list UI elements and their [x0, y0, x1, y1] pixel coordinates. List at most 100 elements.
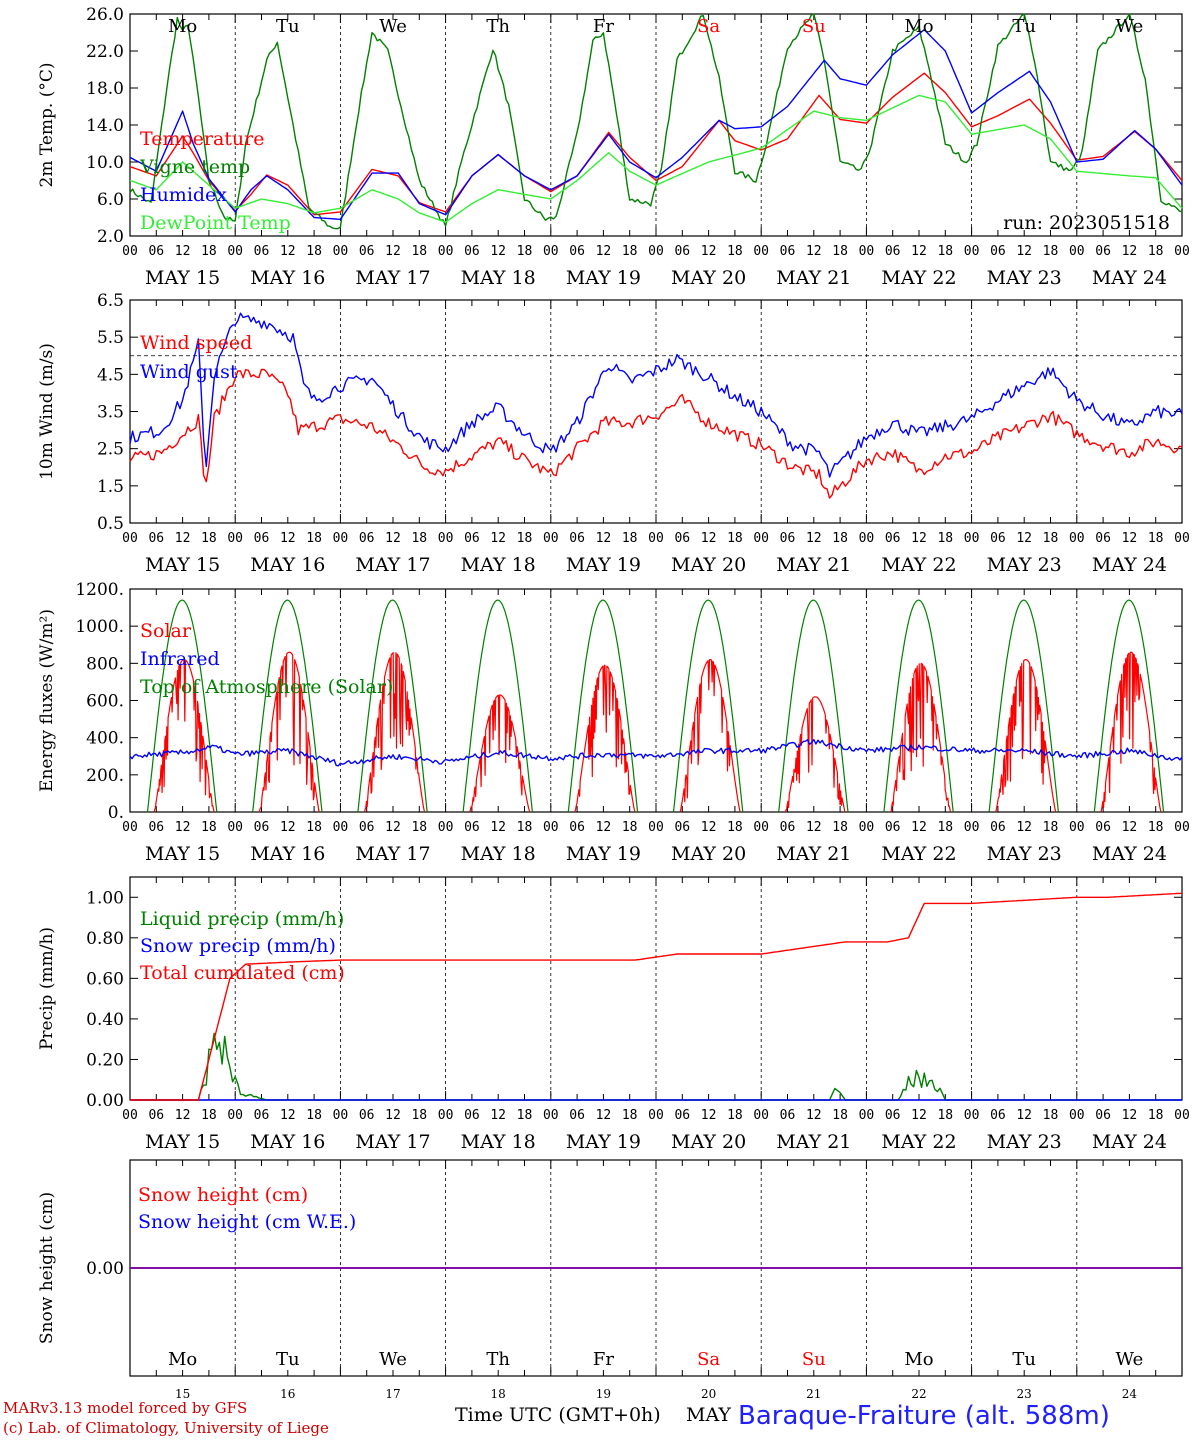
hour-label: 06: [1095, 820, 1111, 835]
hour-label: 00: [438, 820, 454, 835]
hour-label: 12: [490, 531, 506, 546]
series-line-infrared: [129, 738, 1183, 767]
date-label: MAY 23: [987, 1131, 1062, 1153]
series-line-solar-day: [1100, 651, 1162, 813]
hour-label: 00: [438, 531, 454, 546]
hour-label: 00: [122, 244, 138, 259]
legend-entry: Humidex: [140, 184, 227, 206]
hour-label: 18: [1043, 1108, 1059, 1123]
series-line-toa-day: [462, 599, 533, 813]
hour-label: 06: [359, 244, 375, 259]
hour-label: 00: [122, 820, 138, 835]
hour-label: 00: [1174, 531, 1190, 546]
hour-label: 12: [701, 244, 717, 259]
hour-label: 12: [596, 1108, 612, 1123]
day-abbr-bottom: Fr: [593, 1349, 614, 1370]
y-tick-label: 10.0: [86, 153, 124, 173]
hour-label: 06: [674, 820, 690, 835]
series-line-solar-day: [890, 662, 952, 813]
y-tick-label: 0.20: [86, 1050, 124, 1070]
hour-label: 00: [438, 1108, 454, 1123]
hour-label: 18: [517, 531, 533, 546]
hour-label: 00: [333, 531, 349, 546]
date-label: MAY 21: [776, 554, 851, 576]
y-tick-label: 400.: [86, 729, 124, 749]
hour-label: 12: [1122, 531, 1138, 546]
hour-label: 12: [175, 820, 191, 835]
legend-entry: Infrared: [140, 648, 220, 670]
y-tick-label: 0.00: [86, 1259, 124, 1279]
hour-label: 06: [1095, 1108, 1111, 1123]
hour-label: 18: [832, 244, 848, 259]
day-abbr-top: Su: [802, 16, 826, 37]
date-label: MAY 17: [355, 554, 430, 576]
date-label: MAY 22: [881, 1131, 956, 1153]
hour-label: 00: [333, 820, 349, 835]
y-tick-label: 800.: [86, 654, 124, 674]
date-label: MAY 24: [1092, 267, 1167, 289]
date-label: MAY 24: [1092, 843, 1167, 865]
footer-copyright: (c) Lab. of Climatology, University of L…: [3, 1419, 329, 1437]
hour-label: 00: [859, 1108, 875, 1123]
hour-label: 00: [964, 820, 980, 835]
date-label: MAY 15: [145, 1131, 220, 1153]
series-line-toa-day: [1093, 599, 1165, 813]
day-abbr-top: We: [1116, 16, 1144, 37]
hour-label: 06: [148, 1108, 164, 1123]
hour-label: 18: [201, 531, 217, 546]
series-line-solar-day: [363, 652, 426, 813]
hour-label: 18: [1148, 820, 1164, 835]
hour-label: 18: [201, 1108, 217, 1123]
day-abbr-bottom: Mo: [168, 1349, 197, 1370]
hour-label: 12: [806, 244, 822, 259]
hour-label: 18: [622, 1108, 638, 1123]
hour-label: 18: [727, 820, 743, 835]
y-tick-label: 22.0: [86, 42, 124, 62]
y-tick-label: 2.0: [97, 227, 124, 247]
series-line-toa-day: [252, 599, 323, 813]
date-label: MAY 20: [671, 1131, 746, 1153]
day-abbr-top: Mo: [168, 16, 197, 37]
date-label: MAY 24: [1092, 1131, 1167, 1153]
y-tick-label: 1200.: [75, 580, 124, 600]
run-annotation: run: 2023051518: [1003, 212, 1170, 234]
series-line-toa-day: [883, 599, 954, 813]
date-label: MAY 19: [566, 843, 641, 865]
date-label: MAY 23: [987, 267, 1062, 289]
hour-label: 12: [385, 531, 401, 546]
hour-label: 06: [148, 820, 164, 835]
y-axis-label: Precip (mm/h): [37, 927, 57, 1050]
date-label: MAY 21: [776, 1131, 851, 1153]
date-label: MAY 22: [881, 554, 956, 576]
hour-label: 18: [937, 1108, 953, 1123]
hour-label: 12: [1016, 1108, 1032, 1123]
hour-label: 00: [753, 1108, 769, 1123]
series-line-temperature: [129, 72, 1183, 216]
hour-label: 18: [201, 244, 217, 259]
hour-label: 06: [254, 244, 270, 259]
hour-label: 18: [622, 244, 638, 259]
hour-label: 00: [1069, 820, 1085, 835]
hour-label: 12: [1122, 820, 1138, 835]
date-label: MAY 15: [145, 267, 220, 289]
hour-label: 18: [411, 820, 427, 835]
hour-label: 06: [780, 244, 796, 259]
legend-entry: Vigne temp: [139, 156, 250, 178]
y-tick-label: 1.5: [97, 477, 124, 497]
legend-entry: Solar: [140, 620, 192, 642]
date-label: MAY 24: [1092, 554, 1167, 576]
y-tick-label: 1.00: [86, 888, 124, 908]
date-label: MAY 18: [461, 1131, 536, 1153]
hour-label: 18: [727, 1108, 743, 1123]
series-line-wind-speed: [129, 368, 1183, 499]
series-line-solar-day: [469, 694, 531, 813]
date-label: MAY 15: [145, 554, 220, 576]
date-label: MAY 19: [566, 554, 641, 576]
hour-label: 18: [727, 531, 743, 546]
day-abbr-top: Sa: [697, 16, 720, 37]
hour-label: 12: [911, 244, 927, 259]
hour-label: 18: [622, 820, 638, 835]
date-label: MAY 16: [250, 1131, 325, 1153]
hour-label: 18: [201, 820, 217, 835]
